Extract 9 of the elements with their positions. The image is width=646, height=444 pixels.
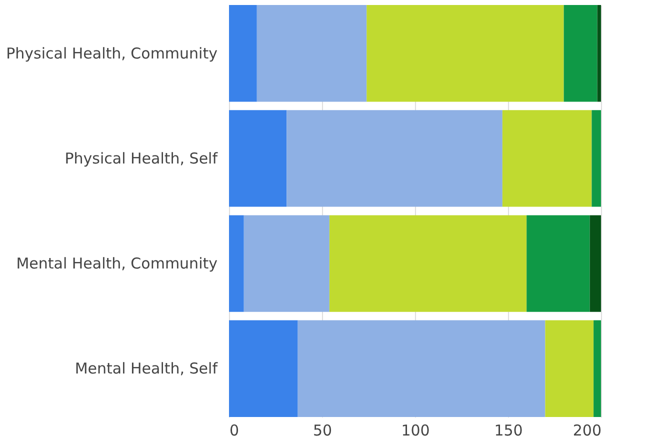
x-tick-label: 150 [494, 422, 523, 440]
y-tick-label: Physical Health, Self [64, 149, 218, 168]
y-tick-label: Mental Health, Community [16, 254, 218, 273]
x-tick-label: 50 [312, 422, 332, 440]
x-tick-label: 100 [401, 422, 430, 440]
y-tick-label: Physical Health, Community [6, 44, 218, 62]
x-tick-label: 0 [230, 422, 240, 440]
y-tick-label: Mental Health, Self [74, 360, 218, 378]
x-tick-label: 200 [572, 422, 602, 440]
